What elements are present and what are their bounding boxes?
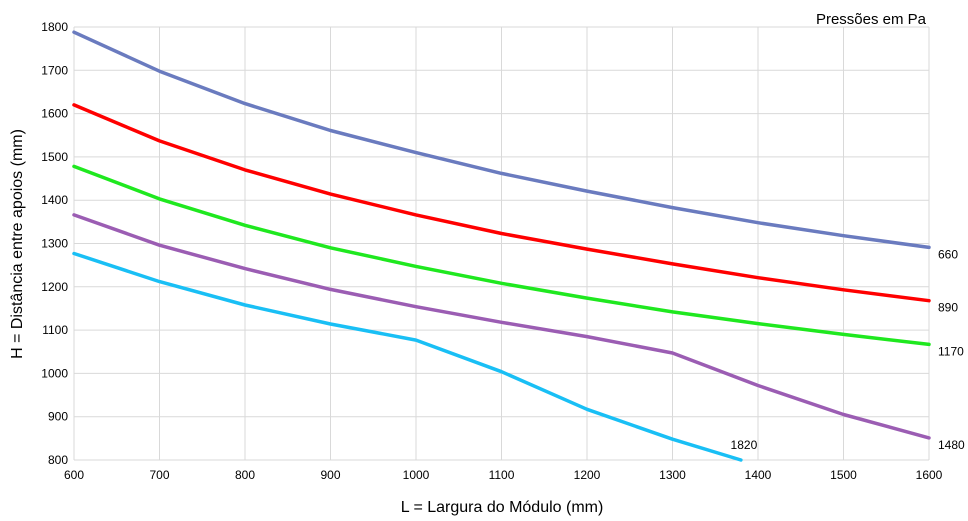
y-tick-label: 1800 — [41, 20, 68, 34]
series-label-1480: 1480 — [938, 438, 965, 452]
x-tick-label: 800 — [235, 468, 255, 482]
y-tick-label: 1200 — [41, 280, 68, 294]
x-tick-label: 1200 — [574, 468, 601, 482]
y-tick-label: 800 — [48, 453, 68, 467]
x-tick-label: 1600 — [916, 468, 943, 482]
y-tick-label: 1100 — [42, 323, 68, 337]
y-tick-labels: 800 900 1000 1100 1200 1300 1400 1500 1600 1700 18… — [41, 20, 68, 467]
series-label-1820: 1820 — [731, 438, 758, 452]
series-label-1170: 1170 — [938, 344, 964, 358]
series-line-1170 — [72, 164, 931, 347]
series-labels: 660 890 1170 1480 1820 — [731, 247, 965, 452]
y-tick-label: 900 — [48, 410, 68, 424]
x-tick-labels: 600 700 800 900 1000 1100 1200 1300 1400 1500 1600 — [64, 468, 943, 482]
x-tick-label: 900 — [320, 468, 340, 482]
series-lines — [72, 30, 931, 462]
y-tick-label: 1600 — [41, 107, 68, 121]
y-tick-label: 1700 — [41, 63, 68, 77]
series-line-1820 — [72, 251, 743, 462]
x-axis-label: L = Largura do Módulo (mm) — [401, 499, 604, 516]
x-tick-label: 1400 — [745, 468, 772, 482]
y-tick-label: 1400 — [41, 193, 68, 207]
series-line-1480 — [72, 213, 931, 440]
series-line-890 — [72, 103, 931, 303]
series-line-660 — [72, 30, 931, 250]
y-axis-label: H = Distância entre apoios (mm) — [9, 129, 26, 359]
y-tick-label: 1300 — [41, 237, 68, 251]
pressure-note: Pressões em Pa — [816, 11, 927, 28]
y-tick-label: 1500 — [41, 150, 68, 164]
x-tick-label: 700 — [149, 468, 169, 482]
x-tick-label: 600 — [64, 468, 84, 482]
x-tick-label: 1000 — [403, 468, 430, 482]
x-tick-label: 1100 — [489, 468, 515, 482]
y-tick-label: 1000 — [41, 366, 68, 380]
series-label-660: 660 — [938, 247, 958, 261]
x-tick-label: 1300 — [659, 468, 686, 482]
series-label-890: 890 — [938, 301, 958, 315]
x-tick-label: 1500 — [830, 468, 857, 482]
